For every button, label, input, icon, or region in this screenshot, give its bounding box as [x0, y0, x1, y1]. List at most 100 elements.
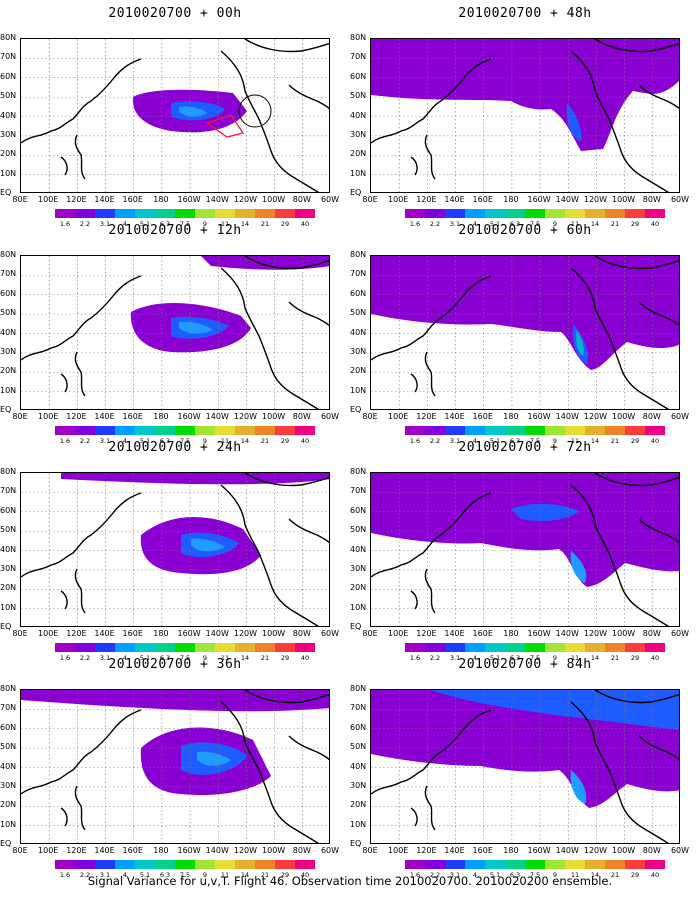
- map-svg: [21, 473, 329, 626]
- colorbar-level-label: 3.1: [99, 437, 111, 445]
- colorbar-level-label: 4: [122, 220, 128, 228]
- lat-tick-label: 10N: [0, 602, 17, 612]
- colorbar-swatch: [295, 643, 315, 652]
- colorbar-swatch: [135, 426, 155, 435]
- lon-tick-label: 80W: [642, 412, 661, 421]
- coastline: [410, 156, 418, 176]
- lon-tick-label: 120W: [233, 846, 258, 855]
- lat-tick-label: 60N: [0, 288, 17, 298]
- lon-tick-label: 140E: [444, 195, 465, 204]
- lon-tick-label: 100E: [388, 629, 409, 638]
- colorbar-level-label: 6.3: [159, 220, 171, 228]
- coastline: [21, 709, 142, 795]
- colorbar-swatch: [405, 860, 425, 869]
- map-panel: 2010020700 + 12h 80N 70N 60N 50N 40N 30N 20N 10N…: [0, 217, 350, 445]
- colorbar-level-label: 21: [610, 871, 620, 879]
- colorbar-swatch: [565, 426, 585, 435]
- colorbar-level-label: 40: [300, 654, 310, 662]
- lat-tick-label: 70N: [350, 52, 367, 62]
- colorbar-level-label: 14: [240, 871, 250, 879]
- colorbar-level-label: 1.6: [409, 437, 421, 445]
- lon-tick-label: 180: [503, 629, 519, 638]
- colorbar-swatch: [425, 426, 445, 435]
- colorbar-level-label: 5.1: [489, 437, 501, 445]
- lon-tick-label: 140E: [94, 629, 115, 638]
- coastline: [74, 134, 86, 180]
- colorbar-swatch: [525, 209, 545, 218]
- coastline: [288, 301, 329, 327]
- lon-axis: 80E 100E 120E 140E 160E 180 160W 140W 120W 100W 80…: [6, 195, 344, 205]
- colorbar-swatch: [485, 643, 505, 652]
- coastline: [570, 701, 670, 843]
- colorbar-level-label: 9: [202, 654, 208, 662]
- colorbar-swatch: [585, 643, 605, 652]
- colorbar-level-label: 3.1: [449, 437, 461, 445]
- variance-contour: [566, 103, 582, 141]
- map-panel: 2010020700 + 60h 80N 70N 60N 50N 40N 30N 20N 10N…: [350, 217, 700, 445]
- colorbar-swatch: [405, 209, 425, 218]
- colorbar-swatch: [235, 643, 255, 652]
- colorbar-level-label: 29: [630, 220, 640, 228]
- colorbar-level-label: 5.1: [139, 437, 151, 445]
- lat-tick-label: EQ: [350, 405, 362, 414]
- colorbar-level-label: 21: [260, 220, 270, 228]
- lat-tick-label: 10N: [350, 602, 367, 612]
- lat-tick-label: 40N: [350, 544, 367, 554]
- colorbar-level-label: 14: [590, 871, 600, 879]
- lon-tick-label: 180: [153, 195, 169, 204]
- lon-tick-label: 160W: [527, 412, 551, 421]
- colorbar-swatch: [275, 643, 295, 652]
- panel-title: 2010020700 + 12h: [108, 223, 242, 238]
- lat-tick-label: 10N: [350, 168, 367, 178]
- colorbar-level-label: 2.2: [429, 871, 441, 879]
- variance-contour: [570, 770, 587, 804]
- lat-tick-label: 60N: [350, 71, 367, 81]
- lat-tick-label: 70N: [0, 269, 17, 279]
- colorbar-swatch: [585, 209, 605, 218]
- lat-tick-label: EQ: [0, 405, 12, 414]
- lat-tick-label: 30N: [0, 346, 17, 356]
- variance-contour: [411, 473, 581, 494]
- colorbar-swatch: [175, 426, 195, 435]
- lon-tick-label: 100E: [38, 846, 59, 855]
- lon-tick-label: 80E: [362, 195, 378, 204]
- coastline: [60, 807, 68, 827]
- colorbar: [55, 209, 315, 218]
- lon-tick-label: 140E: [444, 629, 465, 638]
- coastline: [424, 785, 436, 831]
- coastline: [371, 275, 492, 361]
- colorbar-level-label: 7.5: [179, 437, 191, 445]
- lon-tick-label: 100W: [262, 195, 286, 204]
- colorbar-level-label: 11: [220, 437, 230, 445]
- colorbar-level-label: 5.1: [489, 871, 501, 879]
- lat-tick-label: 80N: [0, 33, 17, 42]
- lon-tick-label: 100W: [262, 412, 286, 421]
- coastline: [410, 373, 418, 393]
- coastline: [570, 484, 670, 626]
- lat-tick-label: 50N: [0, 525, 17, 535]
- coastline: [594, 473, 679, 487]
- colorbar-swatch: [545, 860, 565, 869]
- lon-tick-label: 140W: [555, 195, 579, 204]
- colorbar-swatch: [135, 643, 155, 652]
- lon-tick-label: 100W: [612, 195, 636, 204]
- colorbar-swatch: [75, 209, 95, 218]
- colorbar-swatch: [215, 643, 235, 652]
- colorbar: [405, 643, 665, 652]
- lat-tick-label: 10N: [0, 385, 17, 395]
- lon-tick-label: 180: [153, 846, 169, 855]
- lon-tick-label: 120E: [66, 195, 87, 204]
- lon-tick-label: 180: [153, 629, 169, 638]
- lon-tick-label: 60W: [670, 412, 690, 421]
- colorbar-swatch: [425, 860, 445, 869]
- colorbar-level-label: 9: [202, 437, 208, 445]
- colorbar-level-label: 6.3: [509, 871, 521, 879]
- lon-tick-label: 140W: [205, 412, 229, 421]
- colorbar-level-label: 6.3: [509, 654, 521, 662]
- coastline: [60, 156, 68, 176]
- colorbar-swatch: [195, 643, 215, 652]
- colorbar-swatch: [255, 860, 275, 869]
- colorbar-level-label: 11: [570, 654, 580, 662]
- colorbar-swatch: [605, 643, 625, 652]
- colorbar-swatch: [255, 209, 275, 218]
